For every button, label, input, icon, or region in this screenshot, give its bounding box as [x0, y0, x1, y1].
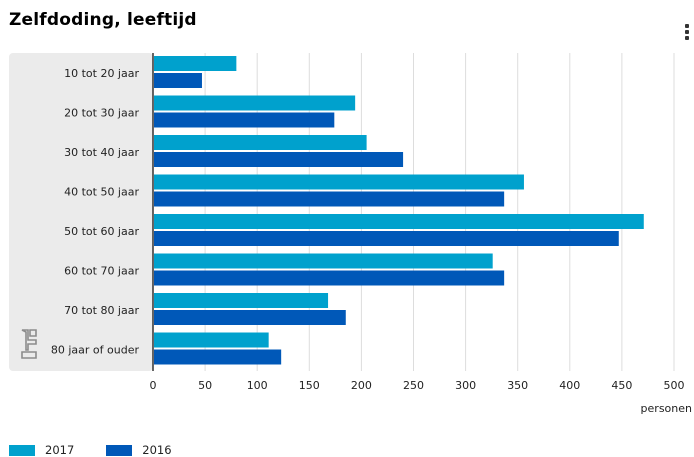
legend-swatch-2016 — [106, 444, 133, 456]
x-tick-label: 50 — [198, 379, 212, 392]
bar-chart: 10 tot 20 jaar 20 tot 30 jaar 30 tot 40 ja… — [9, 53, 692, 415]
x-tick-label: 450 — [611, 379, 632, 392]
bar-2016-5[interactable] — [154, 231, 619, 246]
bar-2016-1[interactable] — [154, 73, 202, 88]
category-label: 30 tot 40 jaar — [64, 146, 139, 159]
chart-legend: 2017 2016 — [9, 443, 204, 457]
hamburger-menu-icon[interactable] — [684, 24, 690, 40]
bar-2016-3[interactable] — [154, 152, 404, 167]
x-tick-label: 350 — [507, 379, 528, 392]
x-tick-label: 250 — [403, 379, 424, 392]
bar-2016-8[interactable] — [154, 349, 282, 365]
x-tick-label: 500 — [664, 379, 685, 392]
cbs-logo-icon — [21, 329, 37, 359]
category-band — [9, 53, 153, 371]
bar-2016-6[interactable] — [154, 270, 505, 286]
bar-2017-8[interactable] — [154, 332, 269, 348]
x-axis-title: personen — [641, 402, 692, 415]
legend-item-2016[interactable]: 2016 — [106, 443, 172, 457]
bar-2017-6[interactable] — [154, 253, 493, 269]
category-label: 20 tot 30 jaar — [64, 106, 139, 119]
legend-swatch-2017 — [9, 444, 35, 456]
legend-label-2016: 2016 — [142, 443, 172, 457]
bar-2017-1[interactable] — [154, 56, 237, 71]
chart-title: Zelfdoding, leeftijd — [9, 10, 197, 30]
bar-2017-3[interactable] — [154, 135, 367, 150]
legend-label-2017: 2017 — [45, 443, 75, 457]
x-tick-label: 150 — [299, 379, 320, 392]
category-label: 60 tot 70 jaar — [64, 264, 139, 277]
x-tick-label: 100 — [247, 379, 268, 392]
bar-2016-4[interactable] — [154, 191, 505, 207]
bar-2016-7[interactable] — [154, 310, 346, 325]
bar-2017-7[interactable] — [154, 293, 329, 308]
bar-2017-4[interactable] — [154, 174, 524, 190]
category-label: 80 jaar of ouder — [51, 343, 140, 356]
category-label: 50 tot 60 jaar — [64, 225, 139, 238]
bar-2017-5[interactable] — [154, 214, 644, 229]
category-label: 40 tot 50 jaar — [64, 185, 139, 198]
x-tick-label: 400 — [559, 379, 580, 392]
x-tick-label: 0 — [150, 379, 157, 392]
legend-item-2017[interactable]: 2017 — [9, 443, 74, 457]
bar-2017-2[interactable] — [154, 95, 356, 111]
x-tick-label: 200 — [351, 379, 372, 392]
bar-2016-2[interactable] — [154, 112, 335, 128]
category-label: 70 tot 80 jaar — [64, 304, 139, 317]
x-tick-label: 300 — [455, 379, 476, 392]
category-label: 10 tot 20 jaar — [64, 67, 139, 80]
